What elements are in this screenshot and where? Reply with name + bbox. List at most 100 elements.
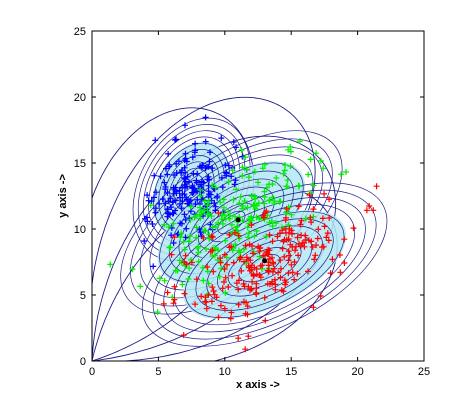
data-point-cluster-2 (233, 186, 240, 193)
data-point-cluster-1 (176, 187, 183, 194)
data-point-cluster-2 (245, 234, 251, 241)
data-point-cluster-3 (269, 238, 276, 245)
data-point-cluster-1 (177, 220, 184, 227)
data-point-cluster-3 (248, 286, 255, 292)
data-point-cluster-3 (211, 291, 218, 298)
data-point-cluster-3 (253, 271, 260, 278)
data-point-cluster-1 (145, 197, 152, 204)
data-point-cluster-3 (272, 281, 279, 288)
data-point-cluster-3 (295, 203, 302, 210)
data-point-cluster-1 (162, 184, 169, 190)
data-point-cluster-1 (177, 194, 183, 201)
data-point-cluster-3 (217, 255, 224, 262)
data-point-cluster-2 (205, 198, 212, 205)
data-point-cluster-2 (247, 216, 254, 223)
data-point-cluster-1 (169, 199, 176, 206)
data-point-cluster-3 (324, 230, 331, 237)
cluster-mean-2 (262, 258, 268, 264)
data-point-cluster-2 (269, 181, 276, 187)
data-point-cluster-3 (301, 243, 308, 250)
data-point-cluster-1 (172, 137, 178, 143)
y-tick-label: 20 (74, 92, 86, 104)
data-point-cluster-3 (240, 280, 247, 287)
data-point-cluster-1 (161, 179, 168, 186)
data-point-cluster-3 (313, 242, 320, 249)
data-point-cluster-3 (198, 293, 205, 300)
data-point-cluster-1 (233, 144, 240, 151)
data-point-cluster-3 (261, 294, 268, 301)
data-point-cluster-3 (250, 250, 256, 257)
data-point-cluster-2 (244, 224, 251, 231)
data-point-cluster-3 (235, 232, 242, 239)
data-point-cluster-3 (249, 243, 256, 249)
data-point-cluster-2 (273, 220, 280, 227)
data-point-cluster-3 (188, 259, 195, 266)
data-point-cluster-2 (307, 156, 314, 163)
data-point-cluster-3 (266, 231, 273, 238)
data-point-cluster-2 (165, 223, 172, 230)
data-point-cluster-3 (164, 289, 171, 296)
data-point-cluster-3 (341, 260, 348, 266)
data-point-cluster-3 (249, 278, 256, 285)
data-point-cluster-3 (265, 268, 272, 275)
data-point-cluster-3 (282, 225, 289, 232)
data-point-cluster-3 (235, 335, 242, 342)
data-point-cluster-2 (209, 182, 216, 189)
data-point-cluster-2 (156, 275, 163, 282)
plot-frame (91, 30, 425, 362)
data-point-cluster-3 (297, 221, 304, 228)
data-point-cluster-2 (256, 215, 263, 222)
data-point-cluster-2 (271, 200, 278, 207)
data-point-cluster-1 (184, 200, 191, 207)
data-point-cluster-1 (183, 225, 190, 232)
data-point-cluster-3 (310, 304, 317, 311)
data-point-cluster-3 (235, 286, 242, 293)
data-point-cluster-2 (194, 245, 201, 252)
data-point-cluster-3 (226, 231, 233, 238)
data-point-cluster-1 (175, 158, 182, 165)
data-point-cluster-2 (215, 247, 222, 254)
data-point-cluster-3 (182, 252, 189, 259)
data-point-cluster-3 (285, 236, 292, 242)
data-point-cluster-2 (283, 183, 290, 190)
data-point-cluster-2 (212, 184, 219, 191)
data-point-cluster-2 (253, 214, 260, 221)
data-point-cluster-1 (192, 201, 199, 207)
data-point-cluster-2 (248, 213, 255, 220)
data-point-cluster-2 (215, 219, 222, 226)
data-point-cluster-2 (245, 174, 252, 181)
data-point-cluster-3 (277, 257, 284, 264)
data-point-cluster-3 (247, 257, 254, 264)
data-point-cluster-2 (225, 178, 232, 185)
data-point-cluster-2 (204, 211, 211, 218)
data-point-cluster-3 (306, 192, 313, 199)
data-point-cluster-3 (248, 222, 255, 228)
data-point-cluster-2 (240, 203, 246, 209)
axis-tick-layer: 0 5 10 15 20 25 0 5 10 15 20 25 (74, 26, 430, 378)
data-point-cluster-2 (288, 211, 295, 218)
data-point-cluster-2 (276, 198, 283, 205)
data-point-cluster-3 (221, 305, 228, 312)
data-point-cluster-3 (320, 243, 327, 250)
data-point-cluster-2 (199, 264, 206, 271)
data-point-cluster-3 (282, 217, 289, 224)
data-point-cluster-3 (244, 311, 251, 318)
data-point-cluster-2 (284, 177, 291, 184)
data-point-cluster-1 (206, 176, 213, 183)
data-point-cluster-2 (220, 196, 227, 203)
data-point-cluster-3 (245, 264, 252, 271)
data-point-cluster-1 (212, 203, 219, 210)
data-point-cluster-1 (205, 163, 212, 170)
y-axis-label: y axis -> (57, 174, 69, 218)
data-point-cluster-2 (230, 196, 237, 203)
data-point-cluster-3 (209, 284, 216, 291)
data-point-cluster-1 (206, 191, 213, 198)
data-point-cluster-3 (312, 252, 319, 259)
data-point-cluster-3 (326, 196, 333, 203)
data-point-cluster-2 (259, 165, 266, 172)
data-point-cluster-2 (281, 167, 288, 174)
data-point-cluster-1 (165, 150, 172, 157)
data-point-cluster-1 (190, 189, 197, 196)
data-point-cluster-2 (253, 202, 260, 209)
outer-contour-3 (92, 135, 337, 361)
